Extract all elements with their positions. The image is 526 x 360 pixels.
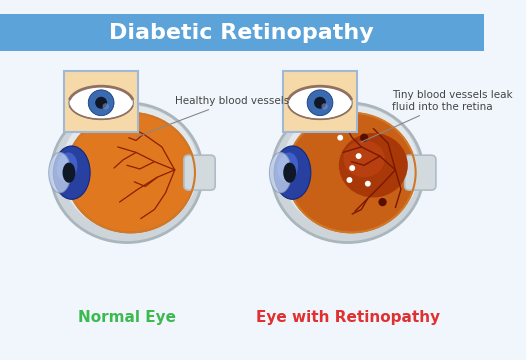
Ellipse shape bbox=[63, 162, 75, 183]
Ellipse shape bbox=[57, 153, 77, 182]
Text: Healthy blood vessels: Healthy blood vessels bbox=[137, 96, 289, 137]
Circle shape bbox=[347, 177, 352, 183]
Text: Tiny blood vessels leak
fluid into the retina: Tiny blood vessels leak fluid into the r… bbox=[361, 90, 512, 142]
Circle shape bbox=[378, 198, 387, 206]
FancyBboxPatch shape bbox=[404, 155, 436, 190]
Circle shape bbox=[349, 165, 355, 171]
Ellipse shape bbox=[269, 152, 291, 193]
Circle shape bbox=[95, 97, 107, 109]
Ellipse shape bbox=[343, 140, 385, 177]
Ellipse shape bbox=[274, 146, 311, 199]
Ellipse shape bbox=[287, 113, 416, 233]
Ellipse shape bbox=[60, 105, 199, 233]
Ellipse shape bbox=[53, 146, 90, 199]
Circle shape bbox=[321, 103, 328, 110]
Ellipse shape bbox=[66, 113, 195, 233]
FancyBboxPatch shape bbox=[283, 72, 357, 132]
Ellipse shape bbox=[49, 152, 71, 193]
Circle shape bbox=[314, 97, 326, 109]
Ellipse shape bbox=[51, 103, 203, 243]
FancyBboxPatch shape bbox=[64, 72, 138, 132]
Ellipse shape bbox=[283, 162, 296, 183]
Text: Eye with Retinopathy: Eye with Retinopathy bbox=[256, 310, 440, 325]
Circle shape bbox=[103, 103, 109, 110]
Ellipse shape bbox=[69, 86, 133, 119]
FancyBboxPatch shape bbox=[184, 155, 215, 190]
Circle shape bbox=[360, 134, 368, 142]
Ellipse shape bbox=[339, 133, 408, 198]
Text: Normal Eye: Normal Eye bbox=[78, 310, 176, 325]
Circle shape bbox=[337, 135, 343, 141]
FancyBboxPatch shape bbox=[0, 14, 484, 51]
Ellipse shape bbox=[272, 103, 423, 243]
Ellipse shape bbox=[281, 105, 419, 233]
Ellipse shape bbox=[288, 86, 352, 119]
Circle shape bbox=[356, 153, 361, 159]
Text: Diabetic Retinopathy: Diabetic Retinopathy bbox=[109, 23, 374, 43]
Circle shape bbox=[365, 181, 371, 186]
Ellipse shape bbox=[278, 153, 298, 182]
Circle shape bbox=[88, 90, 114, 116]
Circle shape bbox=[307, 90, 333, 116]
